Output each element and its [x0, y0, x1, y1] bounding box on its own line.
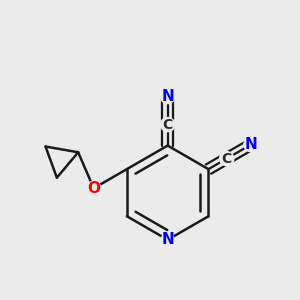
Circle shape [160, 118, 175, 132]
Text: N: N [161, 232, 174, 247]
Circle shape [87, 181, 101, 195]
Text: O: O [87, 181, 100, 196]
Text: C: C [163, 118, 173, 132]
Text: C: C [221, 152, 232, 166]
Circle shape [160, 89, 175, 103]
Text: N: N [244, 137, 257, 152]
Text: N: N [161, 89, 174, 104]
Circle shape [161, 233, 174, 246]
Circle shape [220, 152, 234, 166]
Circle shape [244, 137, 258, 152]
